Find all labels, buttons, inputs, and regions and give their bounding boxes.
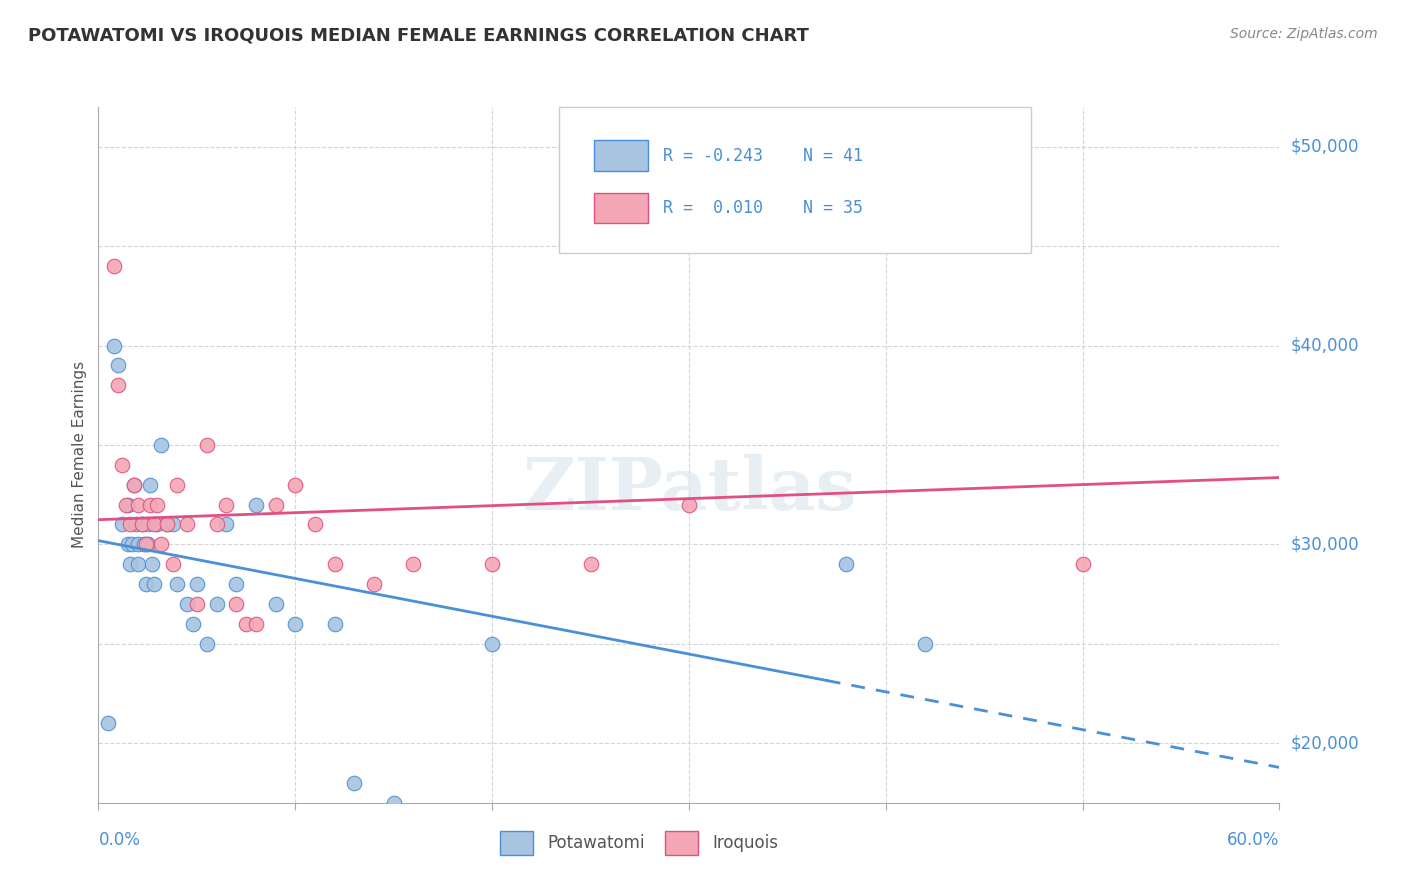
Point <box>205 517 228 532</box>
Text: Potawatomi: Potawatomi <box>547 834 645 852</box>
Point <box>363 577 385 591</box>
Point <box>382 796 405 810</box>
Point <box>127 498 149 512</box>
Point <box>132 537 155 551</box>
Point <box>343 776 366 790</box>
Point <box>135 537 157 551</box>
Text: R = -0.243    N = 41: R = -0.243 N = 41 <box>664 147 863 165</box>
Point <box>205 597 228 611</box>
Point <box>835 558 858 572</box>
Point <box>215 517 238 532</box>
Point <box>127 537 149 551</box>
Point <box>141 558 163 572</box>
Point <box>103 338 125 352</box>
Point <box>138 498 160 512</box>
Point <box>481 558 503 572</box>
Point <box>118 558 141 572</box>
Point <box>176 517 198 532</box>
Point <box>225 597 247 611</box>
Point <box>678 498 700 512</box>
Point <box>122 477 145 491</box>
Point <box>111 458 134 472</box>
Point <box>118 517 141 532</box>
Point <box>245 498 267 512</box>
FancyBboxPatch shape <box>595 193 648 223</box>
Point <box>284 477 307 491</box>
Point <box>186 577 208 591</box>
Point <box>323 616 346 631</box>
Text: $20,000: $20,000 <box>1291 734 1360 752</box>
Point <box>138 477 160 491</box>
Point <box>97 716 120 731</box>
Point <box>245 616 267 631</box>
Point <box>111 517 134 532</box>
Point <box>1071 558 1094 572</box>
Point <box>131 517 153 532</box>
Point <box>304 517 326 532</box>
Y-axis label: Median Female Earnings: Median Female Earnings <box>72 361 87 549</box>
Point <box>136 537 159 551</box>
Point <box>146 498 169 512</box>
Point <box>127 558 149 572</box>
Point <box>323 558 346 572</box>
Point <box>162 517 184 532</box>
Point <box>146 517 169 532</box>
Point <box>142 577 165 591</box>
Point <box>186 597 208 611</box>
Point <box>176 597 198 611</box>
Point <box>122 477 145 491</box>
Point <box>481 637 503 651</box>
Point <box>402 558 425 572</box>
Text: $50,000: $50,000 <box>1291 137 1360 156</box>
Text: $40,000: $40,000 <box>1291 336 1360 355</box>
Point <box>117 498 139 512</box>
Point <box>235 616 257 631</box>
Point <box>264 597 287 611</box>
Point <box>121 537 143 551</box>
Point <box>156 517 179 532</box>
Point <box>579 558 602 572</box>
Point <box>225 577 247 591</box>
Point <box>136 517 159 532</box>
FancyBboxPatch shape <box>560 107 1032 253</box>
Text: ZIPatlas: ZIPatlas <box>522 454 856 525</box>
Point <box>284 616 307 631</box>
Point <box>125 517 148 532</box>
Point <box>156 517 179 532</box>
Point <box>107 359 129 373</box>
Point <box>117 537 139 551</box>
Point <box>103 259 125 273</box>
Point <box>166 577 188 591</box>
Point <box>107 378 129 392</box>
Point <box>142 517 165 532</box>
FancyBboxPatch shape <box>501 830 533 855</box>
Point <box>215 498 238 512</box>
Text: R =  0.010    N = 35: R = 0.010 N = 35 <box>664 199 863 217</box>
Point <box>131 517 153 532</box>
Text: 60.0%: 60.0% <box>1227 830 1279 848</box>
Point <box>195 438 218 452</box>
FancyBboxPatch shape <box>595 140 648 171</box>
Text: $30,000: $30,000 <box>1291 535 1360 553</box>
FancyBboxPatch shape <box>665 830 699 855</box>
Point <box>181 616 204 631</box>
Point <box>264 498 287 512</box>
Point <box>166 477 188 491</box>
Point <box>195 637 218 651</box>
Text: POTAWATOMI VS IROQUOIS MEDIAN FEMALE EARNINGS CORRELATION CHART: POTAWATOMI VS IROQUOIS MEDIAN FEMALE EAR… <box>28 27 808 45</box>
Point <box>934 219 956 234</box>
Text: Iroquois: Iroquois <box>713 834 779 852</box>
Text: 0.0%: 0.0% <box>98 830 141 848</box>
Point <box>162 558 184 572</box>
Point <box>115 498 138 512</box>
Point <box>150 438 173 452</box>
Text: Source: ZipAtlas.com: Source: ZipAtlas.com <box>1230 27 1378 41</box>
Point <box>150 537 173 551</box>
Point <box>914 637 936 651</box>
Point <box>135 577 157 591</box>
